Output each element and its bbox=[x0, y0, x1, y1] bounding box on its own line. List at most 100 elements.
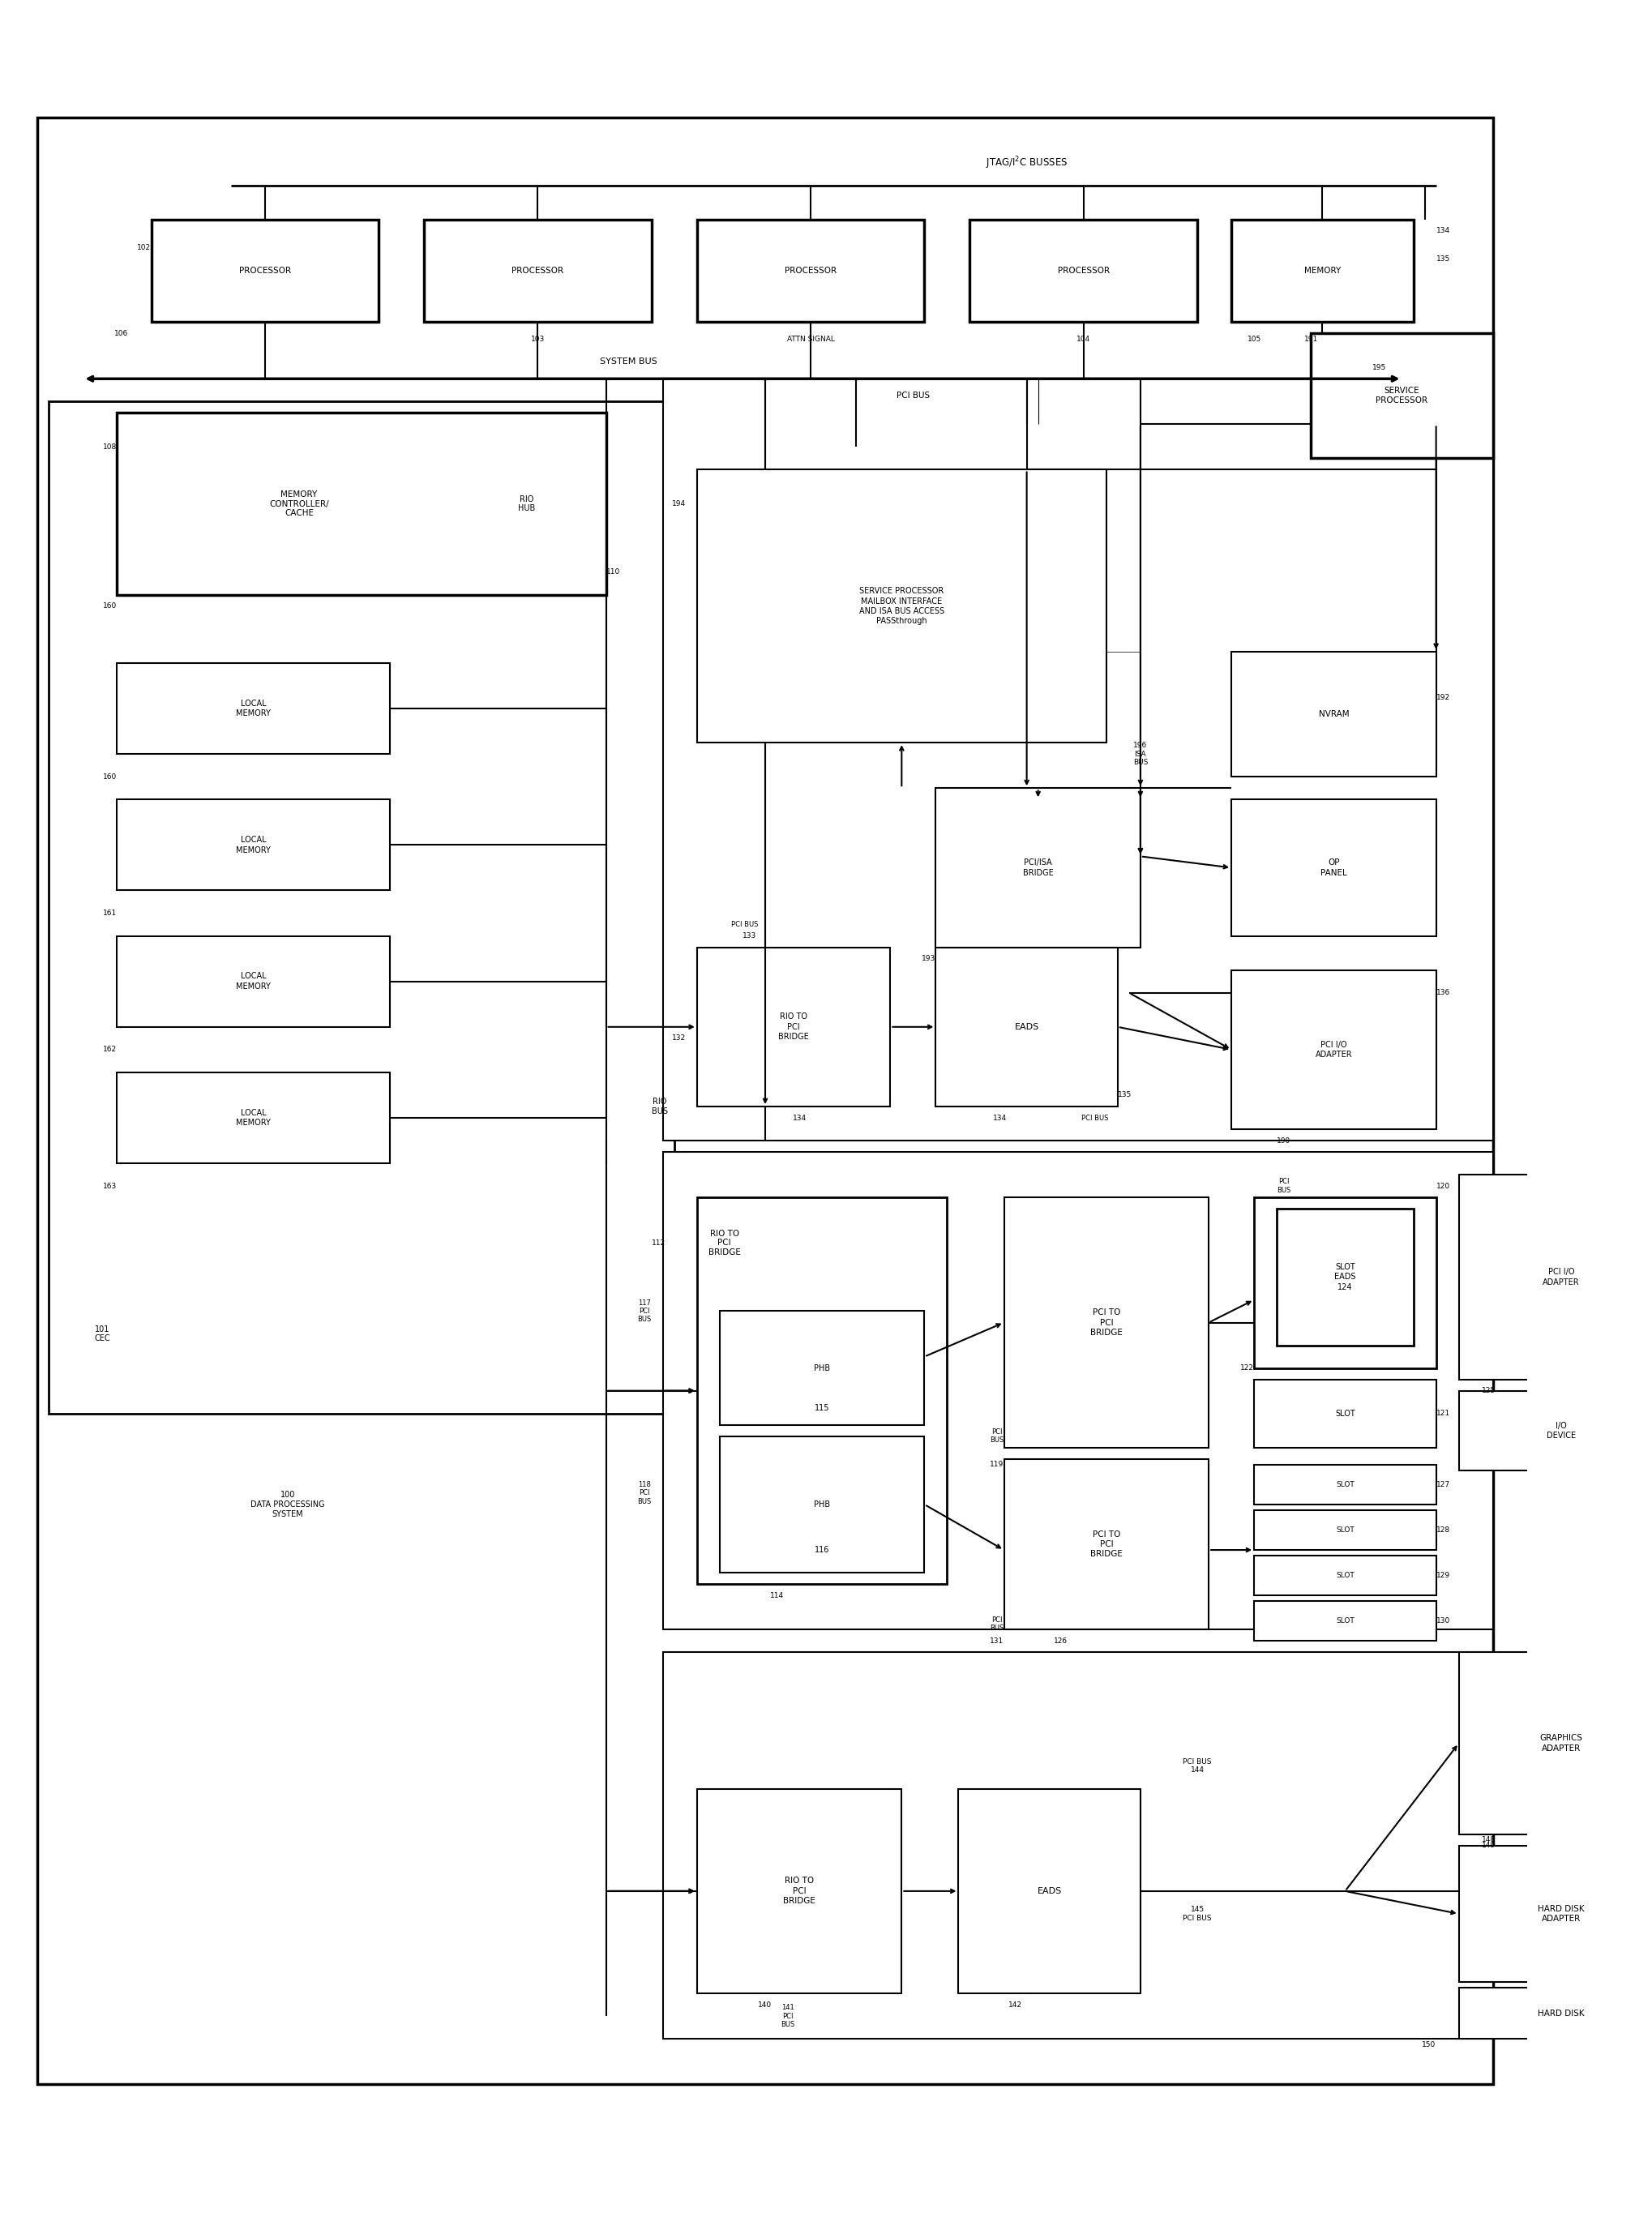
Bar bbox=[152, 219, 378, 321]
Bar bbox=[1459, 1390, 1652, 1469]
Text: 100
DATA PROCESSING
SYSTEM: 100 DATA PROCESSING SYSTEM bbox=[251, 1492, 325, 1518]
Text: 190: 190 bbox=[1277, 1137, 1290, 1144]
Text: 101
CEC: 101 CEC bbox=[94, 1326, 111, 1343]
Bar bbox=[697, 1788, 902, 1994]
Text: PCI TO
PCI
BRIDGE: PCI TO PCI BRIDGE bbox=[1090, 1308, 1122, 1337]
Text: SERVICE PROCESSOR
MAILBOX INTERFACE
AND ISA BUS ACCESS
PASSthrough: SERVICE PROCESSOR MAILBOX INTERFACE AND … bbox=[859, 586, 945, 626]
Text: 191: 191 bbox=[1303, 336, 1318, 343]
Text: SLOT: SLOT bbox=[1335, 1410, 1355, 1419]
Text: ATTN SIGNAL: ATTN SIGNAL bbox=[786, 336, 834, 343]
Bar bbox=[935, 788, 1140, 947]
Text: HARD DISK
ADAPTER: HARD DISK ADAPTER bbox=[1538, 1905, 1584, 1923]
Bar bbox=[1254, 1556, 1436, 1596]
Bar bbox=[1004, 1458, 1209, 1629]
Text: 150: 150 bbox=[1422, 2040, 1436, 2049]
Text: NVRAM: NVRAM bbox=[1318, 710, 1350, 719]
Text: MEMORY: MEMORY bbox=[1303, 268, 1341, 274]
Bar bbox=[720, 1436, 925, 1573]
Text: 163: 163 bbox=[102, 1182, 117, 1191]
Text: PHB: PHB bbox=[814, 1500, 831, 1509]
Bar bbox=[1459, 1653, 1652, 1835]
Bar bbox=[117, 414, 606, 595]
Bar bbox=[935, 947, 1118, 1106]
Bar bbox=[662, 1653, 1493, 2038]
Text: 130: 130 bbox=[1436, 1618, 1450, 1624]
Text: LOCAL
MEMORY: LOCAL MEMORY bbox=[236, 699, 271, 717]
Text: 114: 114 bbox=[770, 1591, 783, 1600]
Text: SLOT: SLOT bbox=[1336, 1527, 1355, 1534]
Text: GRAPHICS
ADAPTER: GRAPHICS ADAPTER bbox=[1540, 1735, 1583, 1753]
Text: PROCESSOR: PROCESSOR bbox=[240, 268, 291, 274]
Text: 196
ISA
BUS: 196 ISA BUS bbox=[1133, 741, 1148, 766]
Text: 141
PCI
BUS: 141 PCI BUS bbox=[781, 2005, 795, 2029]
Bar bbox=[1231, 651, 1436, 777]
Text: 133: 133 bbox=[742, 932, 757, 941]
Text: 117
PCI
BUS: 117 PCI BUS bbox=[638, 1299, 651, 1323]
Text: 193: 193 bbox=[922, 956, 935, 963]
Text: RIO TO
PCI
BRIDGE: RIO TO PCI BRIDGE bbox=[709, 1230, 740, 1257]
Text: 122: 122 bbox=[1241, 1365, 1254, 1372]
Bar bbox=[720, 1310, 925, 1425]
Text: 127: 127 bbox=[1436, 1480, 1450, 1487]
Bar bbox=[697, 947, 890, 1106]
Text: SLOT: SLOT bbox=[1336, 1480, 1355, 1487]
Text: 140: 140 bbox=[758, 2001, 771, 2009]
Text: 112: 112 bbox=[651, 1239, 666, 1246]
Bar bbox=[697, 219, 925, 321]
Text: 126: 126 bbox=[1054, 1638, 1067, 1644]
Text: PROCESSOR: PROCESSOR bbox=[1057, 268, 1110, 274]
Bar bbox=[50, 401, 674, 1414]
Text: PROCESSOR: PROCESSOR bbox=[512, 268, 563, 274]
Text: PCI BUS: PCI BUS bbox=[897, 392, 930, 401]
Text: 149: 149 bbox=[1482, 1841, 1495, 1850]
Text: 104: 104 bbox=[1077, 336, 1090, 343]
Bar bbox=[1459, 1987, 1652, 2038]
Text: SYSTEM BUS: SYSTEM BUS bbox=[600, 359, 657, 365]
Text: 116: 116 bbox=[814, 1547, 829, 1554]
Text: 142: 142 bbox=[1008, 2001, 1023, 2009]
Text: 105: 105 bbox=[1247, 336, 1260, 343]
Text: 125: 125 bbox=[1482, 1388, 1495, 1394]
Text: I/O
DEVICE: I/O DEVICE bbox=[1546, 1421, 1576, 1441]
Text: PCI BUS
144: PCI BUS 144 bbox=[1183, 1757, 1211, 1775]
Text: 134: 134 bbox=[1436, 228, 1450, 235]
Bar bbox=[1312, 334, 1493, 458]
Bar bbox=[1231, 219, 1414, 321]
Bar bbox=[958, 1788, 1140, 1994]
Bar bbox=[1254, 1465, 1436, 1505]
Bar bbox=[425, 219, 651, 321]
Text: PCI
BUS: PCI BUS bbox=[990, 1615, 1004, 1631]
Bar bbox=[1277, 1208, 1414, 1346]
Text: PHB: PHB bbox=[814, 1363, 831, 1372]
Bar bbox=[117, 1073, 390, 1164]
Text: LOCAL
MEMORY: LOCAL MEMORY bbox=[236, 837, 271, 854]
Text: 136: 136 bbox=[1436, 989, 1450, 996]
Text: 102: 102 bbox=[137, 243, 152, 252]
Text: LOCAL
MEMORY: LOCAL MEMORY bbox=[236, 972, 271, 991]
Text: 134: 134 bbox=[793, 1113, 806, 1122]
Bar bbox=[1004, 1197, 1209, 1447]
Bar bbox=[697, 1197, 947, 1585]
Text: LOCAL
MEMORY: LOCAL MEMORY bbox=[236, 1109, 271, 1126]
Bar bbox=[1254, 1509, 1436, 1549]
Text: 145
PCI BUS: 145 PCI BUS bbox=[1183, 1905, 1211, 1921]
Text: 110: 110 bbox=[606, 569, 620, 575]
Text: 194: 194 bbox=[672, 500, 686, 507]
Text: 148: 148 bbox=[1482, 1837, 1495, 1843]
Bar bbox=[1459, 1846, 1652, 1983]
Bar bbox=[117, 936, 390, 1027]
Text: PCI BUS: PCI BUS bbox=[732, 921, 758, 927]
Text: PCI BUS: PCI BUS bbox=[1082, 1113, 1108, 1122]
Bar bbox=[117, 664, 390, 755]
Bar bbox=[117, 799, 390, 890]
Text: 162: 162 bbox=[102, 1047, 117, 1053]
Text: RIO TO
PCI
BRIDGE: RIO TO PCI BRIDGE bbox=[778, 1014, 809, 1040]
Text: 160: 160 bbox=[102, 772, 117, 781]
Text: HARD DISK: HARD DISK bbox=[1538, 2009, 1584, 2018]
Text: 108: 108 bbox=[102, 443, 117, 451]
Bar bbox=[662, 1153, 1493, 1629]
Text: 134: 134 bbox=[993, 1113, 1006, 1122]
Text: PROCESSOR: PROCESSOR bbox=[785, 268, 836, 274]
Bar bbox=[1231, 799, 1436, 936]
Text: MEMORY
CONTROLLER/
CACHE: MEMORY CONTROLLER/ CACHE bbox=[269, 491, 329, 518]
